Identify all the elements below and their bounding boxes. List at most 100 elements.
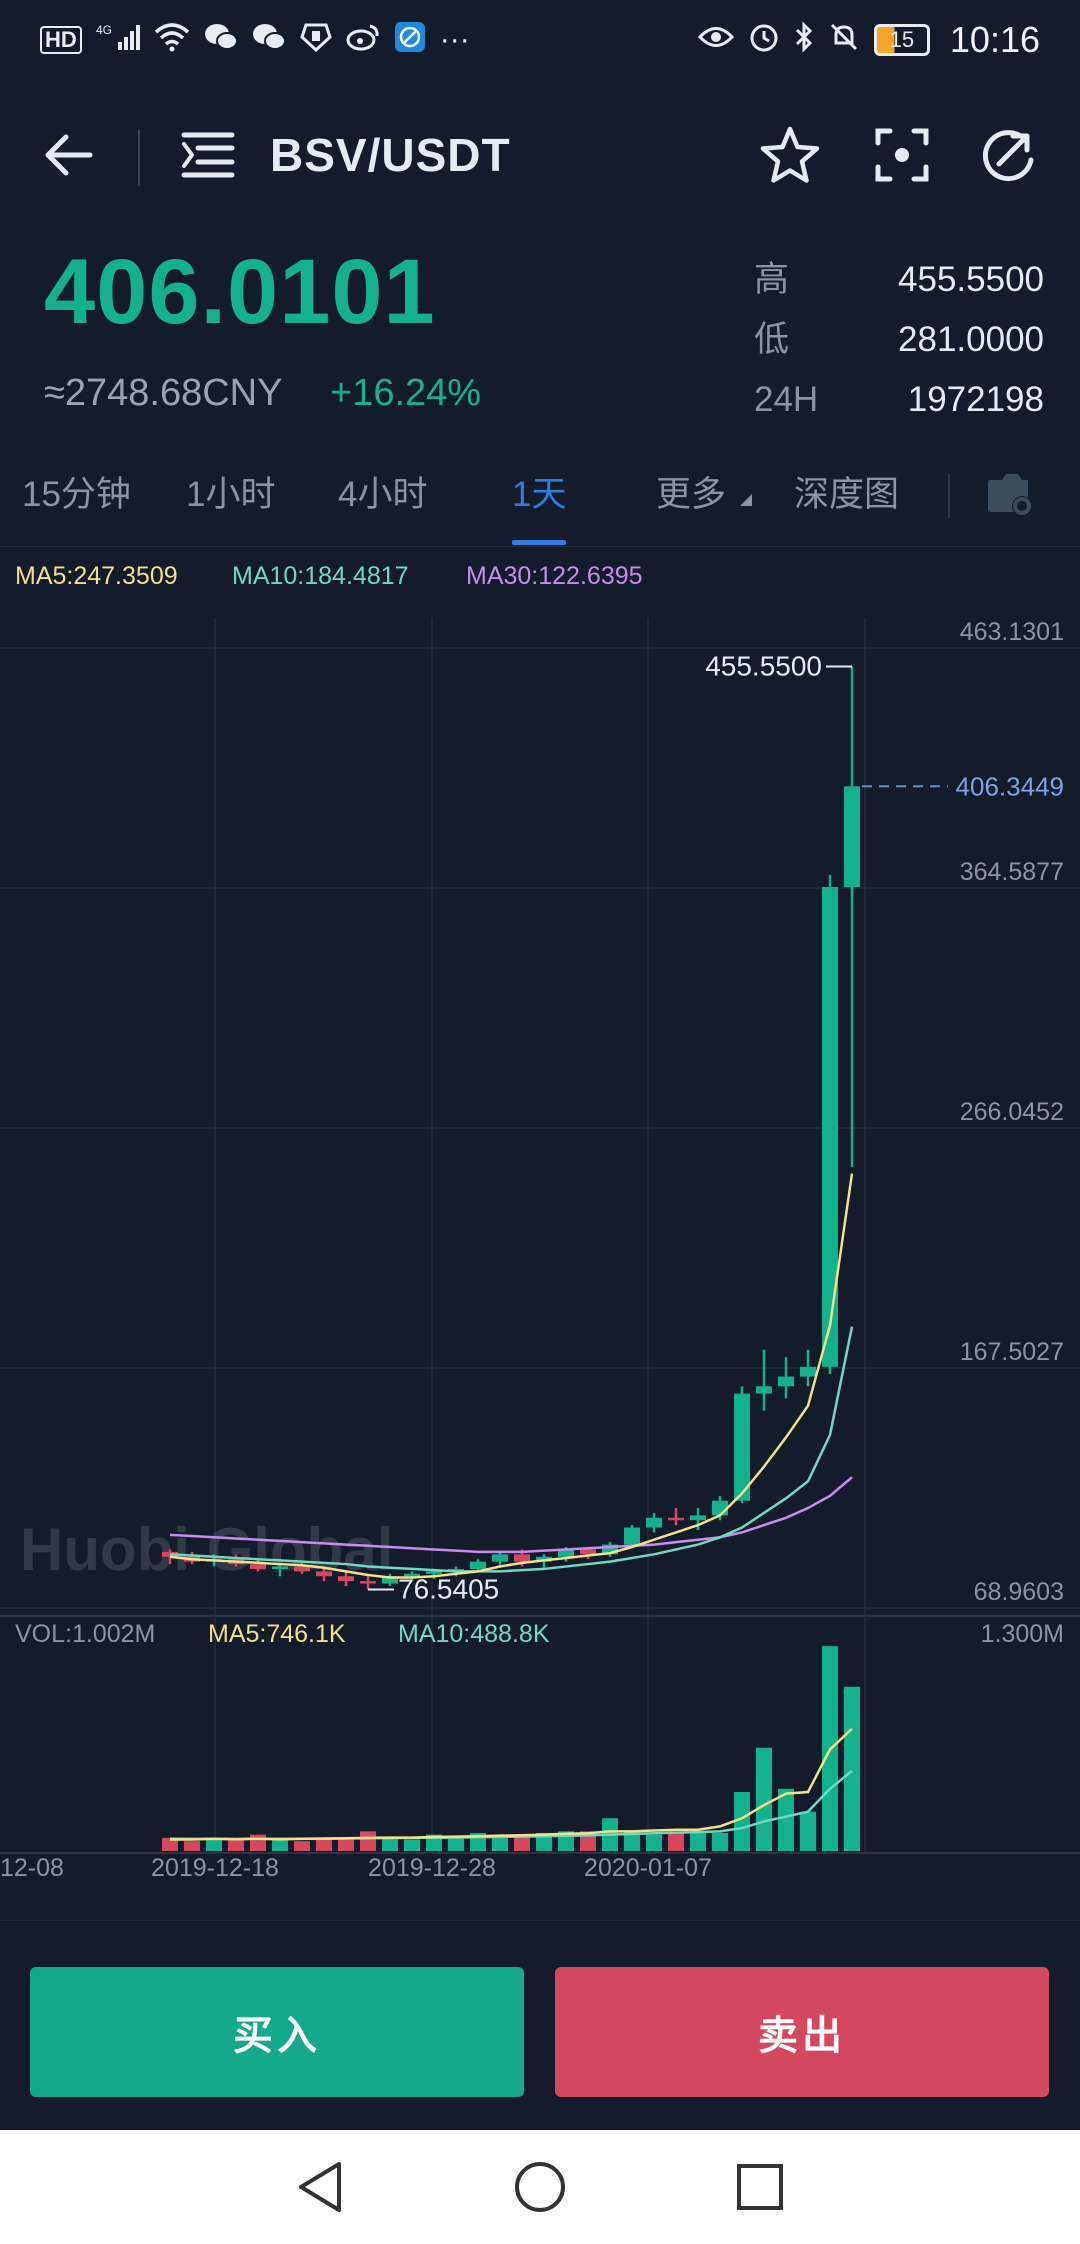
volume-bar [294,1841,310,1851]
kline-chart[interactable]: Huobi Global MA5:247.3509 MA10:184.4817 MA3… [0,548,1080,1882]
tab-15min[interactable]: 15分钟 [22,475,131,514]
nav-recents-button[interactable] [725,2152,795,2222]
ma30-line [169,1476,853,1554]
candle-body [580,1549,596,1555]
battery-icon: 15 [873,24,930,56]
candle-body [800,1366,816,1377]
system-nav-bar [0,2130,1080,2244]
volume-bar [778,1788,794,1851]
tab-more-label: 更多 [656,475,727,514]
tab-more[interactable]: 更多 [656,460,752,546]
tabs-separator [948,474,950,518]
trade-actions-bar: 买入 卖出 [0,1920,1080,2131]
hand-icon [300,22,332,58]
nav-back-button[interactable] [285,2152,355,2222]
candle-body [668,1517,684,1521]
volume-bar [360,1831,376,1851]
y-tick-label: 68.9603 [974,1578,1064,1606]
last-price: 406.0101 [44,241,436,343]
candle-body [272,1566,288,1569]
tab-depth-chart[interactable]: 深度图 [794,475,900,514]
volume-bar [646,1834,662,1851]
candle-body [492,1554,508,1562]
volume-bar [712,1832,728,1851]
volume-bar [272,1839,288,1851]
ma10-line [169,1326,854,1573]
volume-bar [492,1834,508,1851]
kline-chart-svg[interactable]: Huobi Global MA5:247.3509 MA10:184.4817 MA3… [0,548,1080,1882]
candle-body [690,1515,706,1521]
buy-button[interactable]: 买入 [30,1967,524,2097]
volume-bar [514,1834,530,1851]
candle-body [294,1566,310,1572]
tab-1hour[interactable]: 1小时 [186,475,276,514]
volume-bar [162,1837,178,1851]
status-bar-left: HD 4G ··· [40,21,470,59]
chart-settings-button[interactable] [984,470,1036,556]
tab-1day[interactable]: 1天 [512,475,567,514]
volume-bar [206,1837,222,1851]
x-tick-label: 2019-12-18 [151,1854,279,1878]
battery-level: 15 [889,27,915,52]
volume-bar [316,1839,332,1851]
screenshot-button[interactable] [862,115,942,195]
low-marker-label: 76.5405 [398,1574,499,1605]
stat-low-label: 低 [754,320,790,359]
weibo-icon [346,22,380,58]
candle-body [734,1393,750,1501]
y-tick-label: 167.5027 [960,1338,1064,1366]
eye-icon [697,24,734,56]
back-button[interactable] [28,115,108,195]
volume-bar [338,1837,354,1851]
status-bar-right: 15 10:16 [697,19,1040,61]
y-tick-label: 463.1301 [960,618,1064,646]
ma5-line [169,1173,854,1579]
candle-body [646,1517,662,1528]
nav-home-button[interactable] [505,2152,575,2222]
candle-body [514,1554,530,1562]
refresh-icon [982,130,1034,182]
wechat-icon [252,22,286,58]
ma10-legend: MA10:184.4817 [232,562,409,590]
stat-high-label: 高 [754,260,790,299]
volume-ma5-legend: MA5:746.1K [208,1620,346,1648]
x-tick-label: 12-08 [0,1854,64,1878]
focus-capture-icon [875,128,929,182]
interval-tabs: 15分钟 1小时 4小时 1天 更多 深度图 [0,460,1080,547]
svg-text:4G: 4G [96,23,112,37]
candle-body [778,1376,794,1387]
more-notifications-icon: ··· [439,23,470,56]
alarm-icon [748,21,780,59]
stat-high: 高 455.5500 [754,250,1044,310]
volume-ma10-legend: MA10:488.8K [398,1620,550,1648]
ma30-legend: MA30:122.6395 [466,562,643,590]
candle-body [316,1571,332,1577]
stat-high-value: 455.5500 [898,260,1044,299]
star-icon [760,126,820,183]
y-tick-label: 364.5877 [960,858,1064,886]
stat-low: 低 281.0000 [754,310,1044,370]
current-price-tag: 406.3449 [956,771,1064,801]
stat-volume-label: 24H [754,380,819,419]
pair-list-button[interactable] [168,115,248,195]
nav-recents-square-icon [737,2164,783,2210]
sell-button[interactable]: 卖出 [555,1967,1049,2097]
stat-low-value: 281.0000 [898,320,1044,359]
stat-volume: 24H 1972198 [754,370,1044,430]
refresh-button[interactable] [968,115,1048,195]
header-divider [138,130,140,186]
cny-price: ≈2748.68CNY [44,372,283,414]
candle-body [470,1561,486,1569]
candle-body [822,886,838,1367]
tab-4hour[interactable]: 4小时 [338,475,428,514]
candle-body [602,1544,618,1555]
price-change: +16.24% [330,372,482,414]
volume-bar [690,1832,706,1851]
dropdown-triangle-icon [739,494,752,506]
candle-body [382,1576,398,1584]
favorite-button[interactable] [750,115,830,195]
back-arrow-icon [45,134,93,176]
volume-bar [624,1831,640,1851]
candle-body [558,1549,574,1557]
candle-body [250,1564,266,1569]
